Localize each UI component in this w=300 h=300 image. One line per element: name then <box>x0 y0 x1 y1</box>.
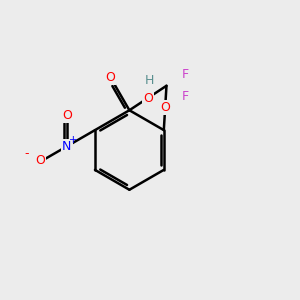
Text: -: - <box>24 147 29 160</box>
Text: F: F <box>182 68 189 81</box>
Text: O: O <box>160 101 170 114</box>
Text: F: F <box>182 91 189 103</box>
Text: N: N <box>62 140 72 153</box>
Text: +: + <box>69 135 78 146</box>
Text: O: O <box>143 92 153 104</box>
Text: H: H <box>145 74 154 87</box>
Text: O: O <box>105 71 115 84</box>
Text: O: O <box>35 154 45 167</box>
Text: O: O <box>62 109 72 122</box>
